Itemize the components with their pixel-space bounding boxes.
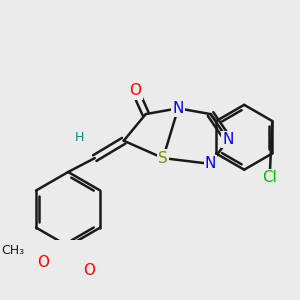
Text: N: N [205,156,216,171]
Text: CH₃: CH₃ [1,244,24,257]
Text: H: H [75,131,84,144]
Text: O: O [83,263,95,278]
Text: O: O [129,83,141,98]
Text: N: N [222,132,234,147]
Text: S: S [158,151,168,166]
Text: O: O [37,255,49,270]
Text: N: N [172,101,184,116]
Text: H: H [75,131,84,144]
Text: Cl: Cl [262,170,277,185]
